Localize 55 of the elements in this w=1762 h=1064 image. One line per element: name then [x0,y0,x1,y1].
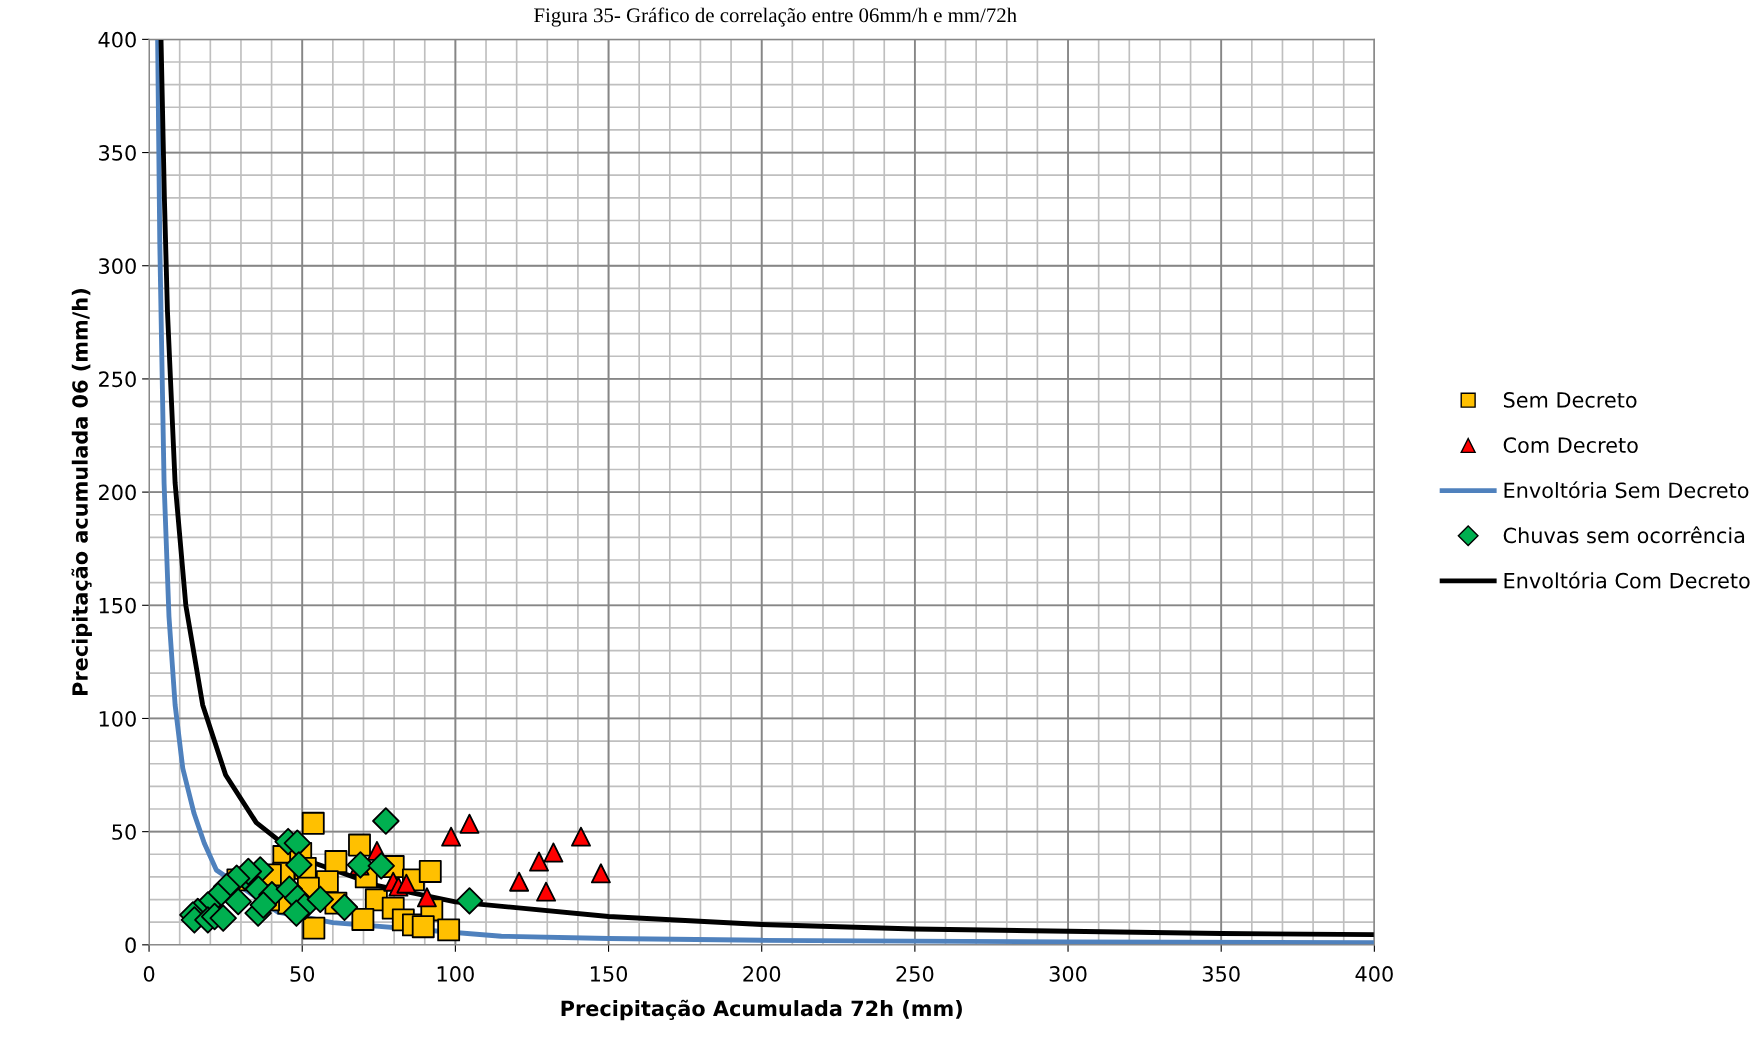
point [437,918,461,942]
y-tick-label: 150 [99,597,136,614]
point [348,833,371,857]
legend-label: Com Decreto [1503,437,1638,453]
point [282,899,311,927]
point [396,873,417,894]
point [372,807,400,835]
x-tick-label: 400 [1355,966,1393,982]
y-tick-label: 400 [98,31,136,48]
point [301,811,325,835]
point [455,887,484,915]
point [536,881,557,902]
point [351,908,375,931]
point [418,860,442,883]
x-axis-title: Precipitação Acumulada 72h (mm) [561,999,962,1021]
point [306,885,335,914]
x-tick-label: 350 [1202,966,1240,982]
point [529,851,549,872]
point [543,842,564,863]
point [411,915,435,939]
y-tick-label: 0 [125,937,136,954]
point [330,893,359,921]
point [509,871,530,892]
x-tick-label: 0 [143,966,155,982]
y-tick-label: 350 [99,145,136,161]
x-tick-label: 200 [743,966,781,982]
point [459,813,480,834]
y-tick-label: 300 [99,258,136,274]
point [571,826,591,847]
x-tick-label: 300 [1049,966,1087,982]
chart-title: Figura 35- Gráfico de correlação entre 06mm/h e mm/72h [534,7,1017,27]
point [441,826,462,847]
point [224,887,252,916]
x-tick-label: 150 [590,966,628,982]
y-tick-label: 200 [99,484,136,501]
y-tick-label: 250 [99,371,136,388]
point [249,891,278,919]
legend-label: Sem Decreto [1503,392,1637,408]
y-tick-label: 50 [112,824,136,840]
x-tick-label: 250 [896,966,934,982]
point [285,851,313,879]
point [302,916,326,940]
legend-label: Chuvas sem ocorrência [1503,526,1745,544]
point [324,850,348,873]
point [416,887,437,908]
point [209,904,237,932]
x-tick-label: 50 [290,966,315,982]
x-tick-label: 100 [437,966,474,982]
point [367,852,395,880]
legend-label: Envoltória Sem Decreto [1504,481,1749,499]
point [590,863,611,884]
y-tick-label: 100 [99,710,136,727]
point [283,829,312,857]
y-axis-title: Precipitação acumulada 06 (mm/h) [71,289,92,695]
legend-label: Envoltória Com Decreto [1504,571,1750,589]
